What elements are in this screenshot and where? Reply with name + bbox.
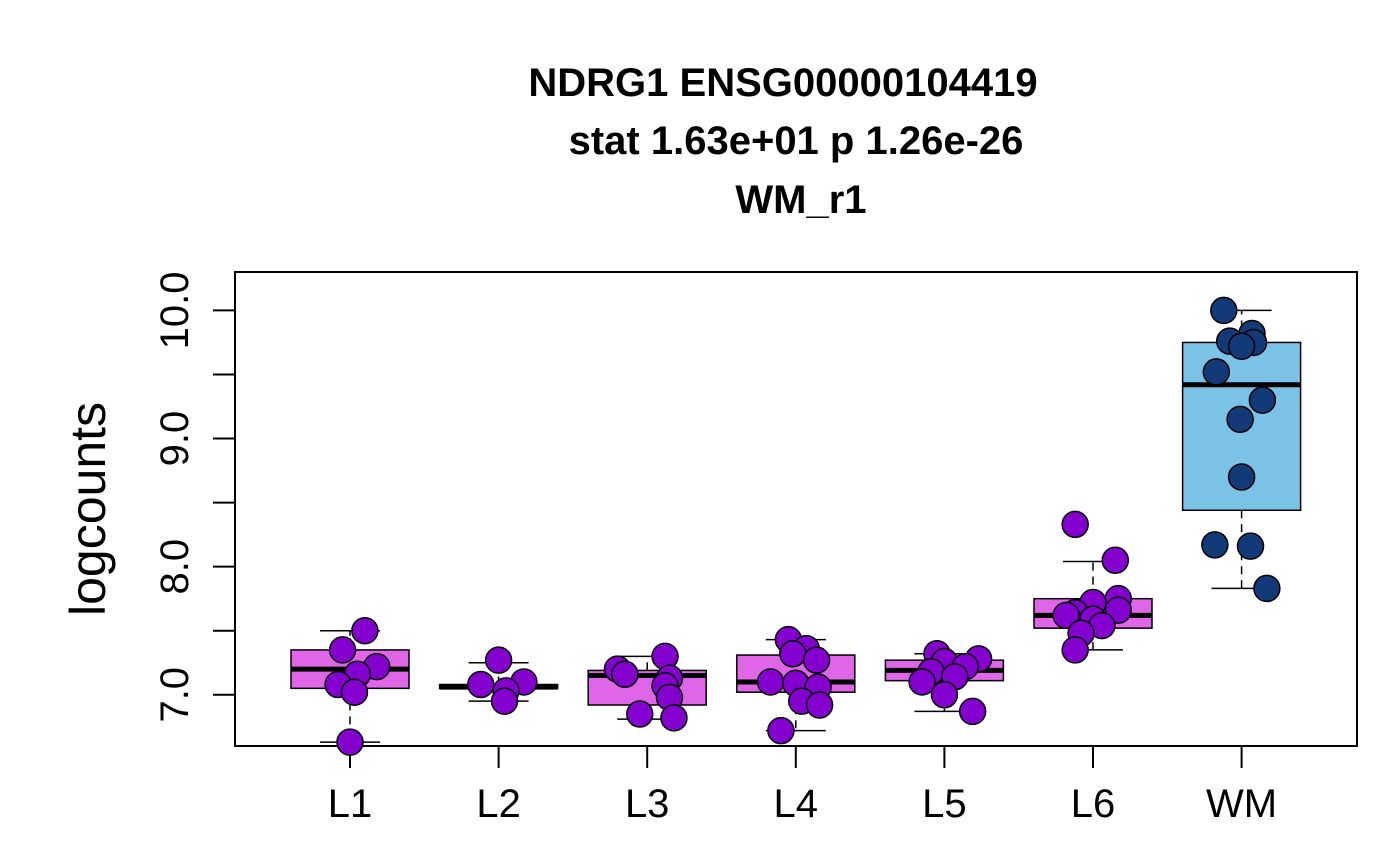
data-point: [1052, 601, 1081, 630]
data-point: [340, 678, 369, 706]
title-line-2: stat 1.63e+01 p 1.26e-26: [569, 119, 1024, 163]
data-point: [1253, 574, 1281, 603]
points-l1: [324, 616, 391, 756]
data-point: [1248, 386, 1277, 414]
title-line-1: NDRG1 ENSG00000104419: [528, 61, 1037, 105]
data-point: [1061, 636, 1089, 664]
points-l5: [908, 640, 993, 726]
data-point: [908, 668, 936, 696]
x-tick-label: L1: [328, 782, 373, 826]
data-point: [779, 640, 807, 668]
title-line-3: WM_r1: [735, 178, 866, 222]
data-point: [756, 668, 785, 696]
data-point: [626, 700, 654, 728]
y-axis: 7.0 8.0 9.0 10.0: [153, 272, 236, 723]
data-point: [328, 636, 357, 664]
x-tick-label: L3: [625, 782, 670, 826]
data-point: [1201, 531, 1229, 559]
data-point: [802, 646, 831, 674]
y-tick-label: 10.0: [153, 272, 197, 350]
x-tick-label: L6: [1071, 782, 1116, 826]
data-point: [767, 716, 795, 745]
data-point: [1101, 546, 1130, 574]
data-point: [1227, 332, 1256, 361]
points-l2: [467, 646, 538, 715]
x-tick-label: L5: [922, 782, 967, 826]
data-point: [930, 681, 959, 709]
data-point: [484, 646, 513, 674]
y-tick-label: 9.0: [153, 411, 197, 467]
data-point: [1202, 358, 1231, 386]
x-tick-label: L2: [476, 782, 521, 826]
data-point: [1227, 463, 1256, 491]
points-wm: [1201, 296, 1281, 603]
data-points: [324, 296, 1281, 756]
data-point: [490, 687, 519, 715]
y-tick-label: 8.0: [153, 539, 197, 595]
points-l3: [603, 642, 688, 732]
points-l4: [756, 625, 834, 745]
y-tick-label: 7.0: [153, 667, 197, 723]
chart-title: NDRG1 ENSG00000104419 stat 1.63e+01 p 1.…: [528, 61, 1037, 222]
data-point: [1236, 532, 1265, 560]
data-point: [336, 728, 364, 756]
data-point: [1061, 510, 1089, 539]
x-tick-label: L4: [774, 782, 819, 826]
data-point: [467, 670, 495, 699]
data-point: [1226, 405, 1254, 434]
data-point: [958, 697, 987, 726]
data-point: [805, 691, 834, 719]
points-l6: [1052, 510, 1133, 664]
x-axis: L1 L2 L3 L4 L5 L6 WM: [328, 745, 1277, 826]
x-tick-label: WM: [1206, 782, 1277, 826]
data-point: [1210, 296, 1238, 325]
data-point: [660, 704, 688, 732]
data-point: [351, 616, 379, 645]
data-point: [611, 660, 639, 689]
y-axis-label: logcounts: [60, 402, 116, 616]
